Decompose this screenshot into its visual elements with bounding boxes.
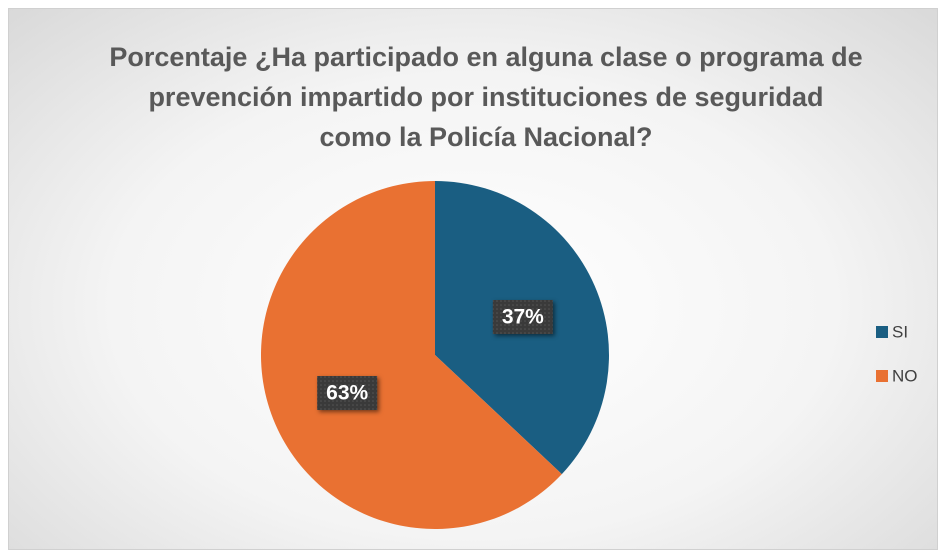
data-label-box (317, 376, 378, 411)
data-label: 37% (502, 306, 544, 329)
legend-swatch (876, 326, 888, 338)
chart-title: Porcentaje ¿Ha participado en alguna cla… (109, 42, 863, 152)
legend-label: NO (892, 366, 918, 385)
pie-slice (260, 181, 562, 529)
legend-label: SI (892, 322, 908, 341)
legend-swatch (876, 370, 888, 382)
data-label-box (492, 299, 553, 334)
data-label: 63% (326, 382, 368, 405)
